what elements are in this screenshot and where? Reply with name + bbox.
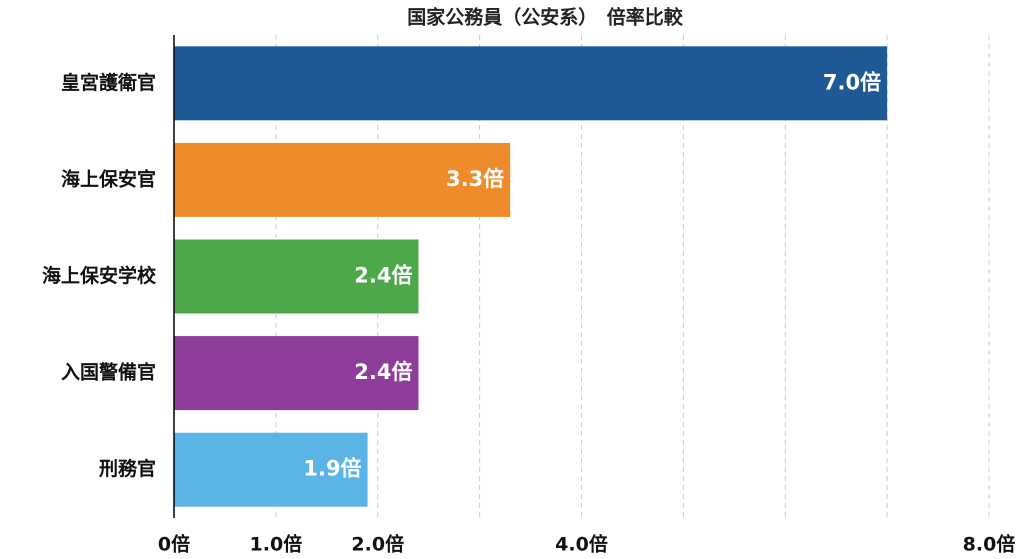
value-label: 7.0倍 [823,70,881,94]
bar [174,336,419,411]
bar [174,239,419,314]
x-tick-label: 4.0倍 [555,533,608,556]
x-tick-label: 2.0倍 [351,533,404,556]
y-tick-label: 刑務官 [99,457,156,480]
value-label: 3.3倍 [446,167,504,191]
x-tick-label: 1.0倍 [250,533,303,556]
y-tick-label: 皇宮護衛官 [61,71,156,94]
bar [174,142,511,217]
bar [174,46,888,121]
value-label: 1.9倍 [303,457,361,481]
x-tick-label: 8.0倍 [963,533,1016,556]
y-tick-label: 海上保安官 [61,167,156,190]
value-label: 2.4倍 [354,264,412,288]
value-label: 2.4倍 [354,360,412,384]
bar [174,432,368,507]
y-tick-label: 入国警備官 [61,361,156,384]
y-tick-label: 海上保安学校 [42,264,157,287]
x-tick-label: 0倍 [158,533,190,556]
chart-title: 国家公務員（公安系） 倍率比較 [407,6,684,29]
